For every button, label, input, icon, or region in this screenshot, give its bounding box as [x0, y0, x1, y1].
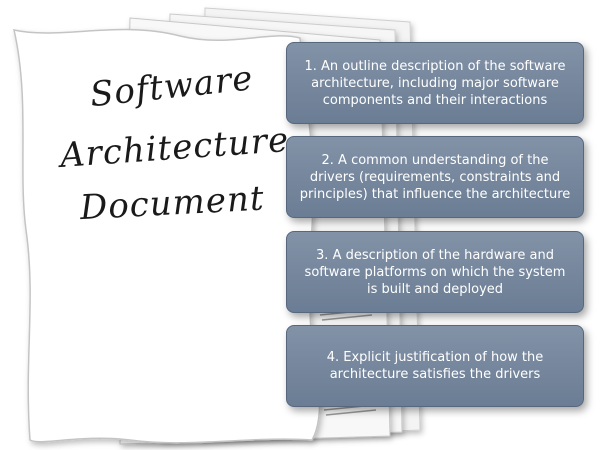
point-box-1: 1. An outline description of the softwar…	[286, 42, 584, 124]
title-line-3: Document	[78, 179, 265, 229]
point-text-2: 2. A common understanding of the drivers…	[299, 152, 571, 202]
point-box-4: 4. Explicit justification of how the arc…	[286, 325, 584, 407]
paper-sheet-front	[13, 28, 321, 444]
point-text-1: 1. An outline description of the softwar…	[304, 58, 566, 108]
point-box-3: 3. A description of the hardware and sof…	[286, 231, 584, 313]
point-box-2: 2. A common understanding of the drivers…	[286, 136, 584, 218]
point-text-3: 3. A description of the hardware and sof…	[304, 247, 566, 297]
point-text-4: 4. Explicit justification of how the arc…	[326, 350, 544, 382]
